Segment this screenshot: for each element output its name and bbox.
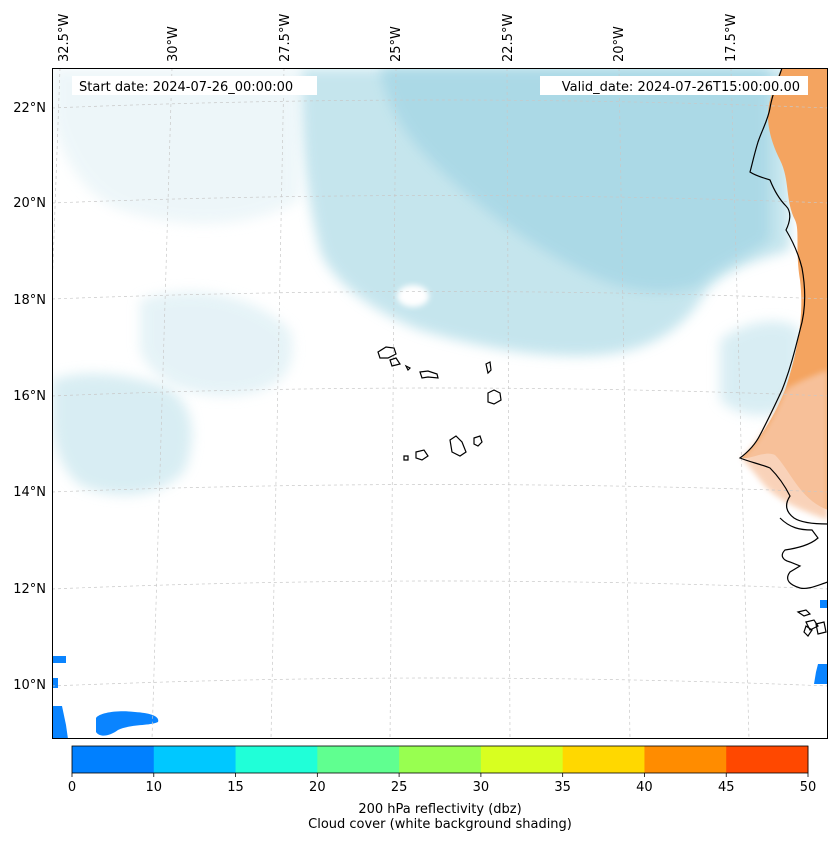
latitude-labels: 22°N 20°N 18°N 16°N 14°N 12°N 10°N [13, 101, 46, 693]
colorbar-tick-label: 35 [554, 780, 571, 795]
lon-label: 32.5°W [57, 14, 72, 62]
lat-label: 14°N [13, 485, 46, 500]
lon-label: 30°W [166, 26, 181, 62]
colorbar-tick-label: 50 [800, 780, 817, 795]
coastline [738, 68, 828, 637]
colorbar-tick-label: 0 [68, 780, 76, 795]
lat-label: 18°N [13, 293, 46, 308]
colorbar-swatch [399, 746, 482, 773]
lon-label: 27.5°W [278, 14, 293, 62]
start-date-label: Start date: 2024-07-26_00:00:00 [79, 80, 293, 95]
valid-date-label: Valid_date: 2024-07-26T15:00:00.00 [562, 80, 800, 95]
reflectivity-patches [52, 600, 828, 739]
lat-label: 22°N [13, 101, 46, 116]
colorbar-swatch [72, 746, 155, 773]
colorbar-label-line2: Cloud cover (white background shading) [308, 817, 572, 832]
colorbar-label-line1: 200 hPa reflectivity (dbz) [358, 802, 522, 817]
lon-label: 22.5°W [501, 14, 516, 62]
lat-label: 10°N [13, 678, 46, 693]
lon-label: 20°W [612, 26, 627, 62]
graticule [52, 68, 828, 739]
cape-verde-islands [377, 346, 502, 461]
valid-date-box [540, 76, 808, 95]
colorbar-swatch [562, 746, 645, 773]
colorbar-tick-label: 40 [636, 780, 653, 795]
colorbar-swatch [235, 746, 318, 773]
lat-label: 20°N [13, 196, 46, 211]
lon-label: 25°W [389, 26, 404, 62]
lon-label: 17.5°W [724, 14, 739, 62]
colorbar-tick-label: 15 [227, 780, 244, 795]
lat-label: 12°N [13, 582, 46, 597]
colorbar-swatch [480, 746, 564, 773]
colorbar-tick-label: 20 [309, 780, 326, 795]
land-surface-shading [742, 68, 828, 520]
map-area: Start date: 2024-07-26_00:00:00 Valid_da… [52, 68, 828, 739]
colorbar-tick-label: 45 [718, 780, 735, 795]
colorbar-tick-label: 25 [391, 780, 408, 795]
cloud-cover-shading [52, 68, 800, 495]
colorbar: 0 10 15 20 25 30 35 40 45 50 [68, 745, 817, 795]
colorbar-swatch [317, 746, 400, 773]
lat-label: 16°N [13, 389, 46, 404]
start-date-box [72, 76, 317, 95]
colorbar-tick-label: 10 [146, 780, 163, 795]
colorbar-frame [71, 745, 809, 774]
colorbar-swatch [153, 746, 237, 773]
colorbar-swatch [726, 746, 809, 773]
longitude-labels: 32.5°W 30°W 27.5°W 25°W 22.5°W 20°W 17.5… [57, 14, 739, 62]
colorbar-tick-label: 30 [473, 780, 490, 795]
colorbar-swatch [644, 746, 727, 773]
map-frame [52, 68, 828, 739]
